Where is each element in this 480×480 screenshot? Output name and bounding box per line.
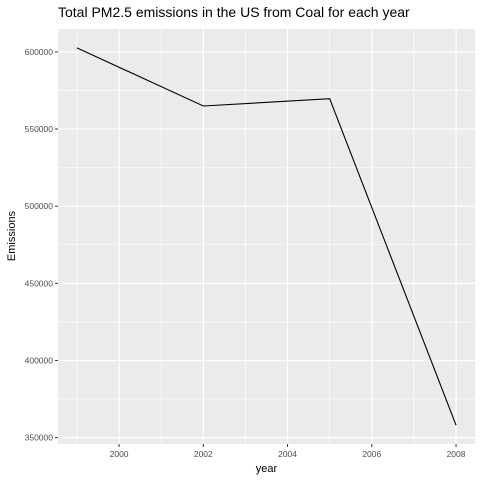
y-tick-label: 500000 (25, 201, 54, 211)
x-tick-label: 2000 (110, 449, 129, 459)
x-tick-label: 2002 (194, 449, 213, 459)
y-axis: 350000 400000 450000 500000 550000 600000 (25, 47, 58, 443)
y-tick-label: 600000 (25, 47, 54, 57)
series-line (76, 47, 457, 426)
x-tick-label: 2008 (447, 449, 466, 459)
major-gridlines (58, 29, 475, 444)
x-axis: 2000 2002 2004 2006 2008 (110, 444, 466, 459)
y-tick-label: 350000 (25, 433, 54, 443)
y-tick-label: 450000 (25, 278, 54, 288)
chart-title: Total PM2.5 emissions in the US from Coa… (58, 4, 410, 20)
y-axis-title: Emissions (6, 210, 18, 261)
plot-panel (58, 29, 475, 444)
y-tick-label: 550000 (25, 124, 54, 134)
minor-gridlines (58, 29, 475, 444)
y-tick-label: 400000 (25, 355, 54, 365)
series-layer (76, 47, 457, 426)
x-axis-title: year (256, 463, 278, 475)
x-tick-label: 2006 (362, 449, 381, 459)
x-tick-label: 2004 (278, 449, 297, 459)
